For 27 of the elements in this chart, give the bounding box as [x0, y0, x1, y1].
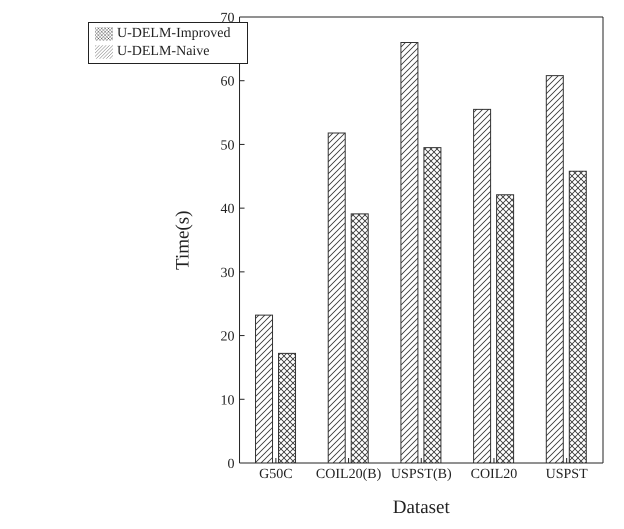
y-tick-label: 50 — [220, 138, 235, 154]
legend-label: U-DELM-Improved — [117, 26, 231, 42]
y-axis-title: Time(s) — [172, 210, 194, 270]
bar — [328, 132, 346, 463]
bar — [400, 42, 418, 463]
y-tick-label: 0 — [228, 456, 235, 472]
x-axis-title: Dataset — [392, 497, 450, 518]
y-tick-label: 10 — [220, 393, 235, 408]
x-tick-label: USPST — [546, 466, 588, 482]
bar — [496, 194, 514, 463]
y-tick-label: 60 — [220, 74, 235, 90]
y-tick-label: 20 — [220, 330, 235, 345]
bar — [423, 147, 442, 463]
y-tick-label: 40 — [220, 202, 235, 218]
y-tick-label: 70 — [220, 10, 235, 26]
bar — [568, 170, 587, 463]
bar — [546, 75, 564, 463]
bar — [255, 314, 274, 463]
x-tick-label: COIL20(B) — [316, 466, 382, 482]
x-tick-label: USPST(B) — [390, 466, 452, 482]
legend-label: U-DELM-Naive — [117, 44, 210, 60]
bar — [278, 352, 296, 463]
x-tick-label: COIL20 — [470, 466, 518, 482]
y-tick-label: 30 — [220, 266, 235, 281]
bar — [350, 213, 369, 463]
bar — [473, 108, 492, 463]
x-tick-label: G50C — [259, 466, 293, 482]
